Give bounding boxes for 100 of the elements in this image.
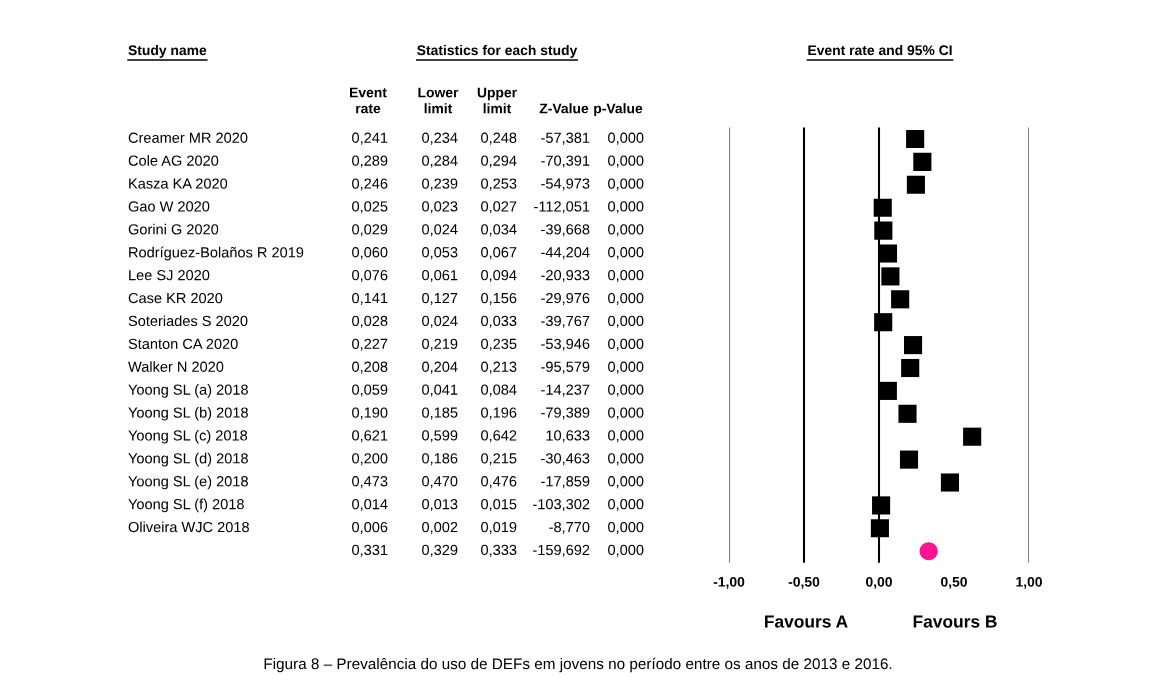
text: 0,234 <box>422 132 458 145</box>
point <box>913 152 932 171</box>
text: 0,000 <box>608 453 644 466</box>
category-label: Event rate <box>350 87 387 114</box>
text: 0,248 <box>481 132 517 145</box>
text: 0,294 <box>481 155 517 168</box>
text: 0,019 <box>481 521 517 534</box>
text: 0,084 <box>481 384 517 397</box>
category-label: Upper limit <box>477 87 517 114</box>
text: 10,633 <box>546 430 590 443</box>
text: 0,000 <box>608 178 644 191</box>
text: 0,000 <box>608 292 644 305</box>
category-label: Stanton CA 2020 <box>128 338 238 350</box>
text: 0,000 <box>608 224 644 237</box>
text: 0,034 <box>481 224 517 237</box>
text: -8,770 <box>549 521 590 534</box>
category-label: Yoong SL (c) 2018 <box>128 429 248 444</box>
text: 0,156 <box>481 292 517 305</box>
text: -53,946 <box>541 338 590 351</box>
category-label: Gorini G 2020 <box>128 223 219 235</box>
text: 0,033 <box>481 315 517 328</box>
text: 0,059 <box>352 384 388 397</box>
point <box>874 313 893 332</box>
text: 0,200 <box>352 453 388 466</box>
text: 0,253 <box>481 178 517 191</box>
text: -57,381 <box>541 132 590 145</box>
text: 0,000 <box>608 521 644 534</box>
point <box>870 519 889 538</box>
text: 0,331 <box>352 544 388 557</box>
text: 0,000 <box>608 498 644 512</box>
text: 0,053 <box>422 247 458 260</box>
text: 0,642 <box>481 430 517 443</box>
point <box>872 496 891 515</box>
text: 0,000 <box>608 476 644 489</box>
point <box>904 336 923 355</box>
text: 0,013 <box>422 498 458 512</box>
category-label: Yoong SL (a) 2018 <box>128 384 248 398</box>
text: 0,000 <box>608 430 644 443</box>
text: 0,000 <box>608 315 644 328</box>
text: Study name <box>128 44 207 58</box>
category-label: Lee SJ 2020 <box>129 269 210 281</box>
text: -79,389 <box>541 407 590 420</box>
text: -95,579 <box>541 361 590 374</box>
text: 0,000 <box>608 247 644 260</box>
category-label: Walker N 2020 <box>128 361 224 372</box>
text: 0,329 <box>422 544 458 557</box>
point <box>898 404 917 423</box>
point <box>963 427 982 446</box>
text: 0,246 <box>352 178 388 191</box>
category-label: Yoong SL (e) 2018 <box>128 475 248 490</box>
point <box>874 221 893 240</box>
text: 0,470 <box>422 476 458 489</box>
text: 0,006 <box>352 521 388 534</box>
text: -30,463 <box>541 453 590 466</box>
text: 0,235 <box>481 338 517 351</box>
text: Favours A <box>765 615 848 628</box>
text: 0,208 <box>352 361 388 374</box>
text: 0,000 <box>608 201 644 214</box>
category-label: Yoong SL (f) 2018 <box>128 498 244 513</box>
point <box>901 358 920 378</box>
point <box>919 542 938 561</box>
point <box>906 129 925 149</box>
point <box>878 244 898 263</box>
text: 0,204 <box>422 361 458 374</box>
text: 0,284 <box>422 155 458 168</box>
text: 0,185 <box>422 407 458 420</box>
text: 0,141 <box>352 292 388 305</box>
text: -17,859 <box>541 476 590 489</box>
category-label: Soteriades S 2020 <box>128 315 248 327</box>
text: 0,024 <box>422 315 458 328</box>
x-tick-label: 1,00 <box>1016 576 1042 589</box>
text: 0,000 <box>608 132 644 145</box>
category-label: Lower limit <box>418 87 459 114</box>
text: 0,599 <box>422 430 458 443</box>
text: -39,767 <box>541 315 590 328</box>
category-label: Case KR 2020 <box>128 292 223 304</box>
text: 0,023 <box>422 201 458 214</box>
point <box>940 473 959 492</box>
text: 0,041 <box>422 384 458 397</box>
text: 0,213 <box>481 361 517 374</box>
text: -103,302 <box>533 498 590 512</box>
x-tick-label: 0,00 <box>866 576 892 589</box>
x-tick-label: -1,00 <box>713 576 745 589</box>
point <box>899 450 919 469</box>
category-label: Yoong SL (d) 2018 <box>128 452 248 467</box>
category-label: Z-Value <box>539 103 589 114</box>
text: 0,002 <box>422 521 458 534</box>
text: 0,215 <box>481 453 517 466</box>
text: 0,094 <box>481 269 517 283</box>
text: 0,186 <box>422 453 458 466</box>
text: 0,014 <box>352 498 388 512</box>
text: 0,067 <box>481 247 517 260</box>
text: 0,239 <box>422 178 458 191</box>
text: Statistics for each study <box>417 44 578 58</box>
text: 0,061 <box>422 269 458 283</box>
category-label: Cole AG 2020 <box>128 155 219 166</box>
text: 0,190 <box>352 407 388 420</box>
category-label: Yoong SL (b) 2018 <box>128 407 248 421</box>
text: Figura 8 – Prevalência do uso de DEFs em jovens no período entre os anos de 2013 e 2016. <box>264 657 892 673</box>
text: 0,227 <box>352 338 388 351</box>
